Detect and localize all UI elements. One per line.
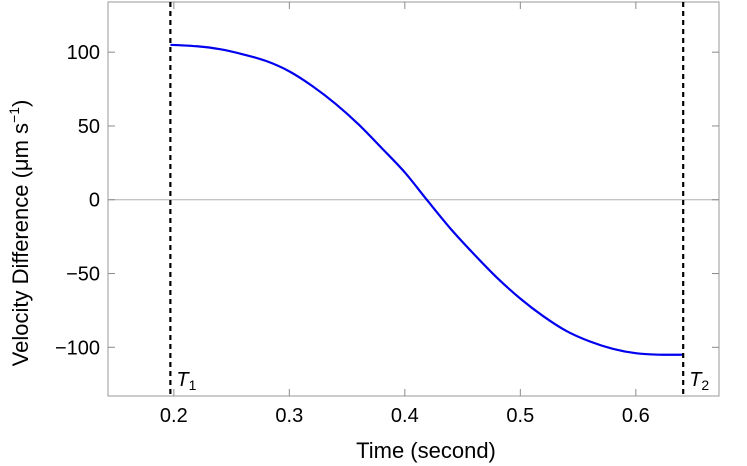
y-tick-label: 100 <box>67 42 100 64</box>
y-tick-label: 0 <box>89 190 100 212</box>
y-axis-ticks: 100 50 0 −50 −100 <box>55 42 719 359</box>
vertical-marker-label-main: T <box>689 369 703 391</box>
x-axis-title: Time (second) <box>356 438 496 463</box>
x-tick-label: 0.4 <box>391 405 419 427</box>
y-tick-label: 50 <box>78 116 100 138</box>
x-tick-label: 0.6 <box>622 405 650 427</box>
y-axis-title-close-paren: ) <box>8 100 33 107</box>
y-tick-label: −100 <box>55 337 100 359</box>
x-tick-label: 0.3 <box>275 405 303 427</box>
y-axis-title-open-paren: ( <box>8 170 33 184</box>
velocity-difference-line <box>170 43 684 356</box>
y-axis-title-unit: μm s <box>8 123 33 171</box>
y-axis-title-unit-exp: −1 <box>6 107 22 123</box>
vertical-markers: T1 T2 <box>169 2 709 396</box>
y-axis-title: Velocity Difference (μm s−1) <box>6 100 33 367</box>
vertical-marker-label-main: T <box>176 369 190 391</box>
plot-frame-rect <box>107 1 720 397</box>
y-axis-title-text: Velocity Difference <box>8 185 33 367</box>
vertical-marker-label-subscript: 1 <box>189 377 197 393</box>
y-tick-label: −50 <box>66 264 100 286</box>
series-group <box>170 43 684 356</box>
x-axis-ticks: 0.2 0.3 0.4 0.5 0.6 <box>160 2 650 427</box>
x-tick-label: 0.2 <box>160 405 188 427</box>
vertical-marker-label: T2 <box>689 369 709 393</box>
x-tick-label: 0.5 <box>506 405 534 427</box>
plot-frame <box>107 1 720 397</box>
vertical-marker-label: T1 <box>176 369 196 393</box>
vertical-marker-label-subscript: 2 <box>701 377 709 393</box>
